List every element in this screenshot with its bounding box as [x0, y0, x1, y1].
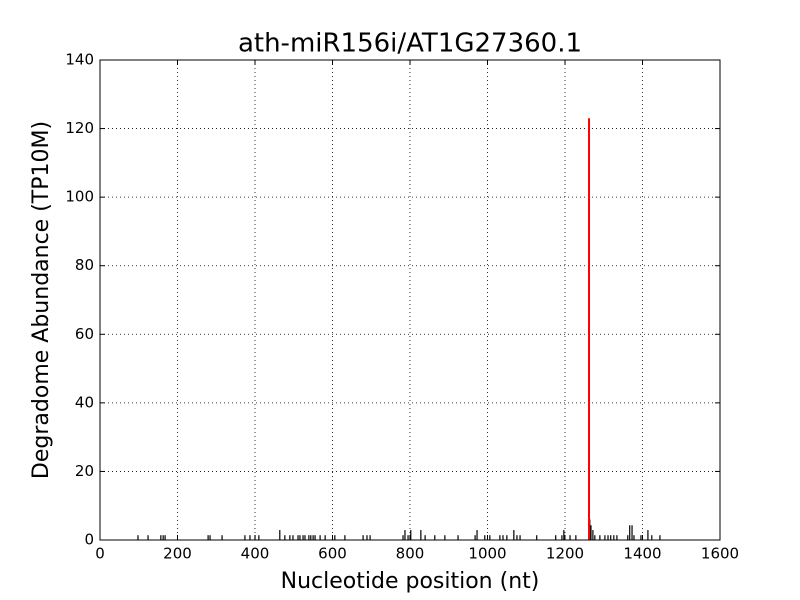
- plot-frame: [99, 59, 721, 541]
- y-tick-label: 140: [65, 51, 94, 69]
- x-tick-label: 1400: [623, 545, 661, 563]
- x-axis-label: Nucleotide position (nt): [281, 569, 540, 594]
- y-tick-label: 20: [75, 462, 94, 480]
- x-tick-label: 1200: [546, 545, 584, 563]
- x-tick-label: 600: [318, 545, 347, 563]
- x-tick-label: 1000: [468, 545, 506, 563]
- x-tick-label: 400: [241, 545, 270, 563]
- chart-title: ath-miR156i/AT1G27360.1: [238, 29, 582, 59]
- x-tick-label: 800: [396, 545, 425, 563]
- y-tick-label: 80: [75, 256, 94, 274]
- y-tick-label: 0: [84, 531, 94, 549]
- x-tick-label: 0: [95, 545, 105, 563]
- y-tick-label: 40: [75, 393, 94, 411]
- y-tick-label: 120: [65, 119, 94, 137]
- y-tick-label: 100: [65, 188, 94, 206]
- x-tick-label: 200: [163, 545, 192, 563]
- x-tick-label: 1600: [701, 545, 739, 563]
- y-axis-label: Degradome Abundance (TP10M): [29, 121, 54, 479]
- y-tick-label: 60: [75, 325, 94, 343]
